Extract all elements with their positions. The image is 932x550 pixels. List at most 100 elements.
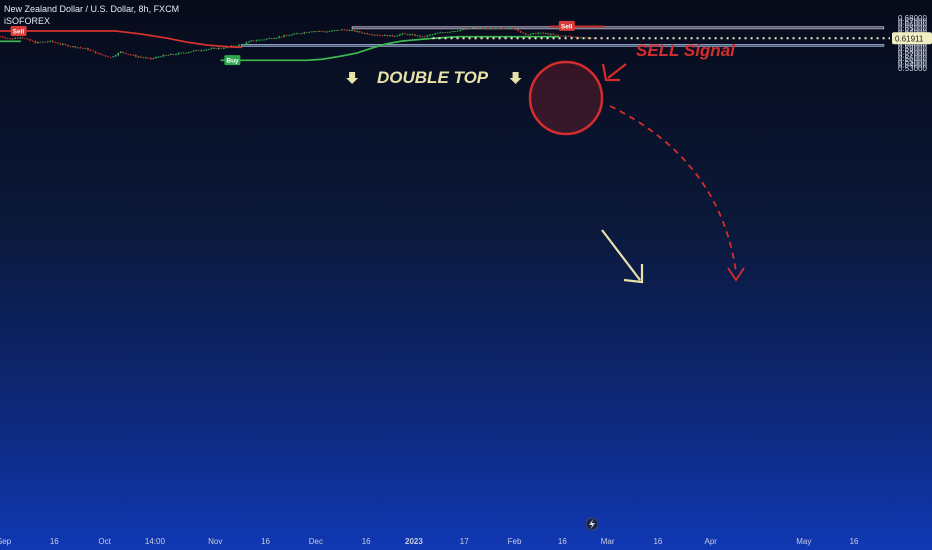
candle-body	[59, 43, 62, 45]
y-tick-label: 0.56000	[898, 54, 927, 63]
sell-signal-label: SELL Signal	[636, 41, 736, 60]
candle-body	[466, 28, 469, 30]
candle-body	[341, 29, 343, 31]
candle-body	[150, 57, 152, 60]
candle-body	[139, 56, 142, 58]
candle-body	[170, 54, 172, 55]
x-tick-label: Nov	[208, 537, 222, 546]
candle-body	[502, 28, 504, 30]
candle-body	[371, 34, 374, 36]
candle-body	[273, 38, 276, 40]
candle-body	[378, 35, 381, 36]
trail-stop-green	[19, 40, 22, 43]
candle-body	[439, 32, 442, 34]
candle-body	[94, 51, 97, 54]
candle-body	[127, 53, 130, 55]
y-tick-label: 0.57000	[898, 51, 927, 60]
candle-body	[487, 28, 489, 30]
candle-body	[192, 50, 195, 52]
x-tick-label: Apr	[704, 537, 717, 546]
indicator-name: iSOFOREX	[4, 16, 51, 26]
candle-body	[409, 34, 411, 36]
candle-body	[99, 53, 102, 55]
x-tick-label: 14:00	[145, 537, 166, 546]
candle-body	[441, 32, 444, 34]
candle-body	[124, 52, 127, 54]
candle-body	[263, 39, 265, 41]
sell-signal-badge	[558, 20, 575, 31]
candle-body	[373, 34, 376, 36]
candle-body	[575, 36, 577, 38]
candle-body	[338, 29, 341, 31]
candle-body	[16, 37, 19, 39]
candle-body	[401, 33, 404, 35]
candle-body	[31, 40, 34, 42]
candle-body	[474, 27, 477, 29]
candle-body	[512, 27, 514, 30]
candle-body	[534, 33, 537, 34]
candle-body	[499, 28, 502, 30]
arrow-head-icon	[727, 267, 745, 282]
candle-body	[49, 40, 52, 42]
candle-body	[393, 35, 396, 37]
candle-body	[202, 50, 205, 52]
candle-body	[592, 37, 595, 39]
candle-body	[285, 35, 288, 37]
candle-body	[585, 37, 587, 39]
candle-body	[217, 47, 220, 49]
candle-body	[200, 50, 203, 52]
candle-body	[383, 34, 386, 36]
candle-body	[255, 40, 258, 42]
candle-body	[21, 37, 24, 39]
candle-body	[366, 33, 369, 35]
x-tick-label: 16	[850, 537, 859, 546]
candle-body	[157, 56, 160, 58]
candle-body	[275, 37, 278, 39]
candle-body	[132, 54, 135, 56]
candle-body	[278, 36, 281, 38]
candle-body	[351, 30, 353, 31]
candle-body	[165, 54, 167, 56]
candle-body	[479, 27, 482, 29]
y-tick-label: 0.68000	[898, 14, 927, 23]
candle-body	[162, 54, 165, 57]
candle-body	[258, 39, 260, 41]
candle-body	[368, 34, 371, 35]
candle-body	[243, 44, 245, 46]
candle-body	[429, 34, 431, 36]
candle-body	[336, 29, 338, 31]
candle-body	[321, 31, 323, 32]
x-tick-label: 16	[50, 537, 59, 546]
y-tick-label: 0.55000	[898, 57, 927, 66]
candle-body	[39, 41, 42, 43]
candle-body	[570, 36, 572, 37]
candle-body	[232, 45, 235, 47]
candle-body	[564, 35, 567, 37]
candle-body	[212, 48, 215, 49]
candle-body	[446, 31, 449, 33]
trail-stop-red	[602, 25, 605, 28]
candle-body	[222, 48, 225, 49]
candle-body	[376, 34, 379, 36]
candle-body	[431, 34, 434, 36]
candle-body	[489, 28, 492, 30]
y-tick-label: 0.66000	[898, 21, 927, 30]
candle-body	[155, 57, 157, 59]
down-arrow-icon	[509, 72, 522, 84]
candle-body	[411, 34, 414, 36]
candle-body	[74, 46, 77, 48]
candle-body	[205, 49, 208, 51]
candle-body	[0, 36, 1, 38]
candle-body	[436, 33, 439, 34]
last-price-badge	[892, 32, 932, 45]
buy-signal-label: Buy	[226, 58, 239, 65]
candle-body	[54, 41, 57, 43]
candle-body	[522, 32, 525, 34]
candle-body	[11, 38, 14, 40]
candle-body	[36, 41, 39, 44]
candle-body	[210, 48, 213, 50]
candle-body	[305, 32, 308, 34]
y-tick-label: 0.53000	[898, 64, 927, 73]
